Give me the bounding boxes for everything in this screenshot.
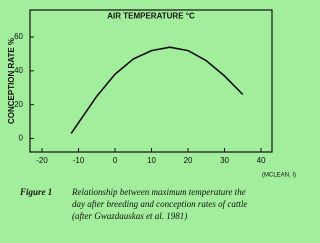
plot-frame — [29, 9, 273, 153]
caption-line: day after breeding and conception rates … — [72, 199, 247, 209]
y-tick-label: 40 — [14, 66, 23, 75]
x-tick-label: 30 — [220, 156, 229, 165]
x-axis-label: AIR TEMPERATURE °C — [107, 12, 195, 21]
x-tick-label: -20 — [36, 156, 48, 165]
x-tick-label: 10 — [147, 156, 156, 165]
x-tick-label: 0 — [113, 156, 118, 165]
y-axis-label: CONCEPTION RATE % — [7, 38, 16, 124]
chart: AIR TEMPERATURE °C CONCEPTION RATE % (MC… — [7, 9, 296, 221]
x-tick-label: -10 — [73, 156, 85, 165]
source-note: (MCLEAN, I) — [262, 173, 296, 179]
y-tick-label: 0 — [19, 134, 24, 143]
caption-label: Figure 1 — [19, 187, 52, 197]
caption-line: Relationship between maximum temperature… — [71, 187, 246, 197]
x-tick-label: 20 — [184, 156, 193, 165]
caption-line: (after Gwazdauskas et al. 1981) — [72, 211, 187, 221]
data-line — [70, 46, 244, 134]
x-tick-label: 40 — [257, 156, 266, 165]
y-tick-label: 20 — [14, 100, 23, 109]
y-tick-label: 60 — [14, 32, 23, 41]
